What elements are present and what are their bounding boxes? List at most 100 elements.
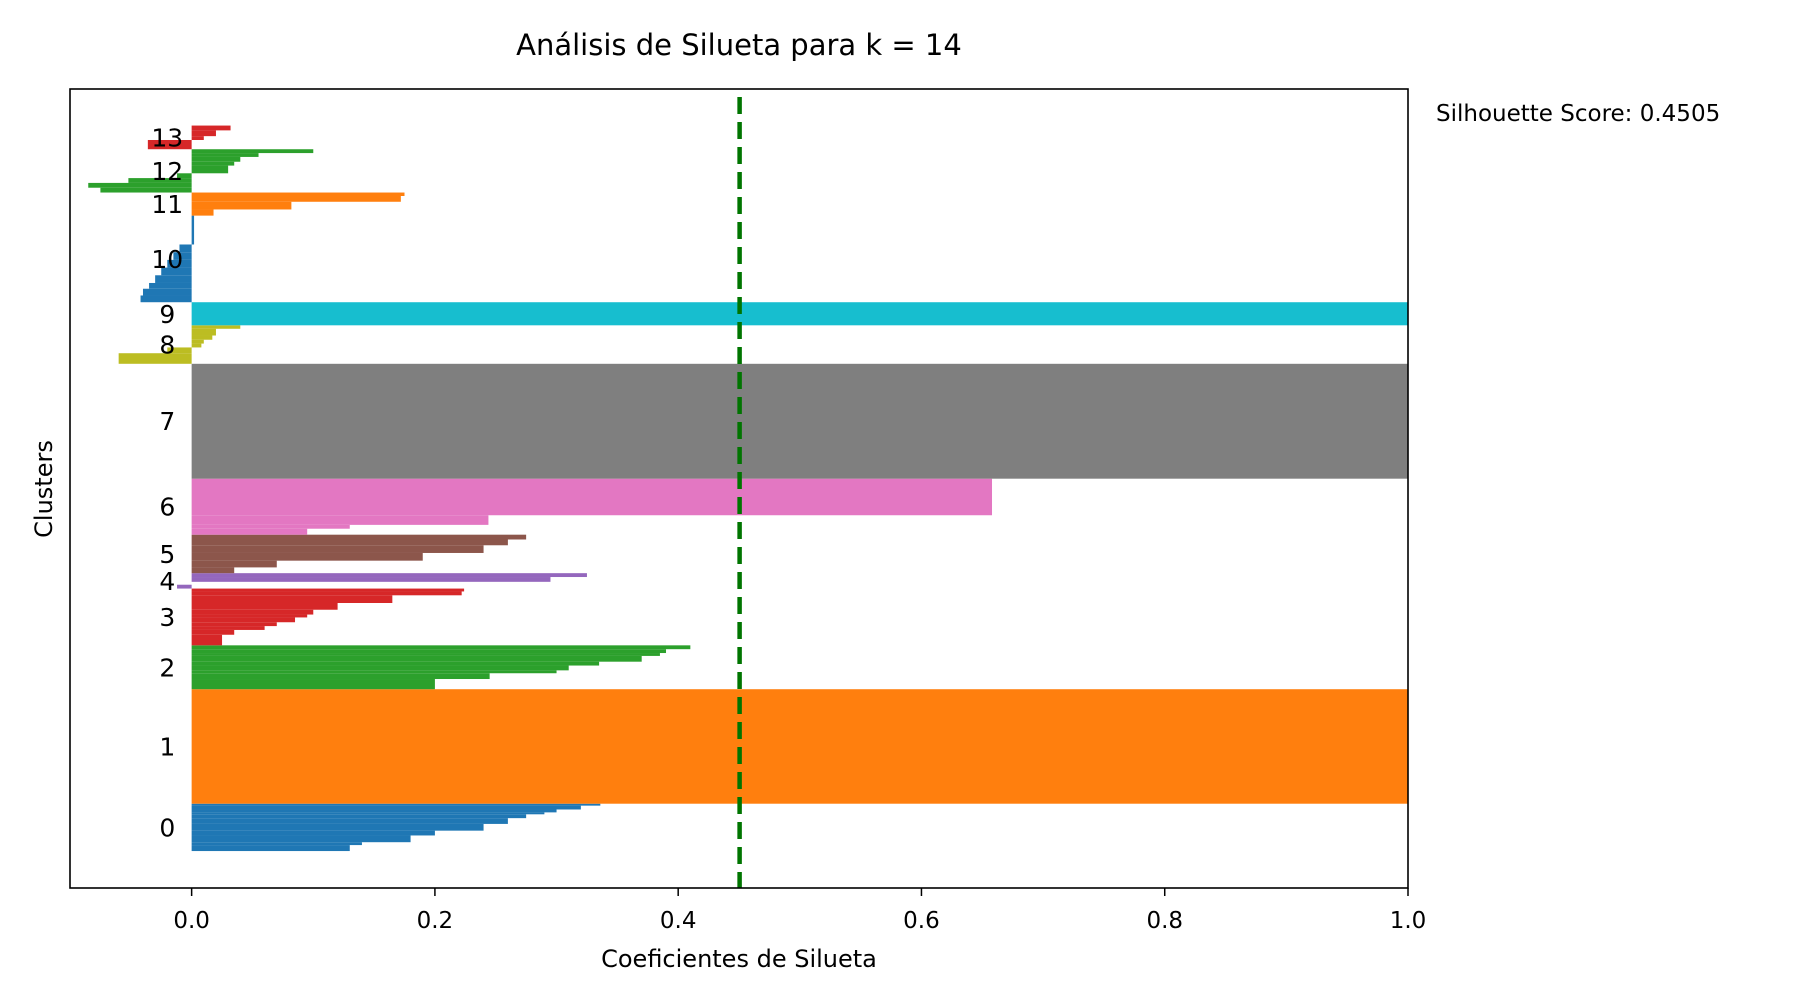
- cluster-9-bars: [191, 302, 1409, 326]
- silhouette-bar: [173, 252, 192, 260]
- x-tick-label: 1.0: [1390, 908, 1427, 934]
- silhouette-score-annotation: Silhouette Score: 0.4505: [1436, 101, 1720, 127]
- cluster-label-1: 1: [159, 732, 175, 761]
- silhouette-bar: [191, 818, 508, 824]
- silhouette-bar: [191, 814, 527, 819]
- cluster-7-bars: [191, 363, 1409, 479]
- silhouette-bar: [191, 595, 393, 604]
- silhouette-bar: [191, 125, 231, 131]
- silhouette-bar: [191, 823, 484, 831]
- silhouette-bar: [191, 567, 235, 574]
- cluster-6-bars: [191, 478, 993, 535]
- silhouette-bar: [191, 809, 557, 813]
- silhouette-bar: [191, 845, 350, 852]
- silhouette-bar: [167, 347, 192, 354]
- cluster-13-bars: [147, 125, 231, 150]
- silhouette-bar: [177, 584, 192, 589]
- cluster-label-12: 12: [151, 157, 183, 186]
- cluster-label-10: 10: [151, 245, 183, 274]
- silhouette-bar: [191, 343, 202, 348]
- silhouette-bar: [191, 649, 667, 654]
- silhouette-bar: [191, 645, 691, 650]
- silhouette-bar: [191, 603, 338, 610]
- cluster-8-bars: [118, 325, 241, 364]
- silhouette-bar: [191, 842, 362, 846]
- silhouette-bar: [191, 655, 642, 662]
- silhouette-bar: [191, 552, 423, 561]
- silhouette-bar: [142, 288, 192, 296]
- x-axis-ticks: 0.0 0.2 0.4 0.6 0.8 1.0: [173, 888, 1426, 934]
- silhouette-bar: [191, 803, 601, 806]
- silhouette-bar: [191, 325, 241, 329]
- silhouette-bar: [191, 830, 435, 836]
- silhouette-bar: [191, 130, 216, 137]
- silhouette-bar: [191, 328, 216, 336]
- silhouette-bar: [191, 560, 277, 568]
- silhouette-bar: [149, 282, 192, 289]
- silhouette-bar: [191, 195, 401, 202]
- silhouette-bar: [147, 139, 192, 150]
- silhouette-bar: [191, 539, 508, 546]
- silhouette-bar: [191, 812, 545, 815]
- x-tick-label: 0.4: [660, 908, 697, 934]
- silhouette-bar: [191, 573, 587, 578]
- silhouette-bar: [191, 679, 435, 690]
- x-tick-label: 0.0: [173, 908, 210, 934]
- plot-area: [88, 125, 1409, 852]
- silhouette-bar: [191, 609, 314, 615]
- silhouette-bar: [191, 835, 411, 843]
- silhouette-bar: [191, 673, 490, 680]
- silhouette-bar: [191, 591, 462, 596]
- silhouette-bar: [191, 156, 241, 162]
- silhouette-bar: [155, 275, 192, 283]
- cluster-0-bars: [191, 803, 601, 852]
- cluster-label-5: 5: [159, 540, 175, 569]
- cluster-label-3: 3: [159, 603, 175, 632]
- cluster-label-4: 4: [159, 567, 175, 596]
- silhouette-bar: [191, 689, 1409, 804]
- silhouette-bar: [128, 178, 192, 183]
- silhouette-bar: [191, 622, 277, 627]
- cluster-10-bars: [140, 215, 195, 303]
- x-tick-label: 0.2: [417, 908, 454, 934]
- y-axis-label: Clusters: [30, 440, 58, 538]
- silhouette-bar: [191, 634, 223, 646]
- cluster-5-bars: [191, 534, 527, 574]
- silhouette-bar: [191, 626, 265, 630]
- silhouette-bar: [191, 302, 1409, 326]
- silhouette-bar: [191, 161, 235, 166]
- silhouette-bar: [191, 805, 581, 810]
- silhouette-bar: [191, 661, 600, 666]
- silhouette-bar: [161, 267, 192, 276]
- cluster-2-bars: [191, 645, 691, 690]
- silhouette-bar: [167, 259, 192, 268]
- axes-frame: [69, 88, 1409, 889]
- silhouette-bar: [191, 478, 993, 516]
- silhouette-bar: [179, 244, 192, 253]
- silhouette-bar: [191, 339, 204, 344]
- cluster-4-bars: [177, 573, 587, 589]
- silhouette-bar: [191, 192, 405, 196]
- cluster-label-7: 7: [159, 407, 175, 436]
- silhouette-bar: [191, 153, 259, 157]
- silhouette-bar: [191, 136, 204, 140]
- silhouette-bar: [191, 577, 551, 582]
- silhouette-bar: [191, 149, 314, 154]
- x-axis-label: Coeficientes de Silueta: [601, 945, 877, 973]
- silhouette-bar: [88, 182, 192, 188]
- silhouette-bar: [140, 295, 192, 303]
- silhouette-bar: [177, 173, 192, 179]
- silhouette-bar: [191, 588, 465, 592]
- silhouette-bar: [191, 665, 569, 671]
- silhouette-bar: [191, 534, 527, 540]
- silhouette-bar: [100, 187, 192, 193]
- cluster-label-8: 8: [159, 331, 175, 360]
- cluster-label-9: 9: [159, 300, 175, 329]
- silhouette-bar: [191, 524, 350, 529]
- silhouette-bar: [191, 201, 292, 210]
- silhouette-bar: [191, 545, 484, 553]
- cluster-label-0: 0: [159, 813, 175, 842]
- silhouette-bar: [191, 528, 308, 535]
